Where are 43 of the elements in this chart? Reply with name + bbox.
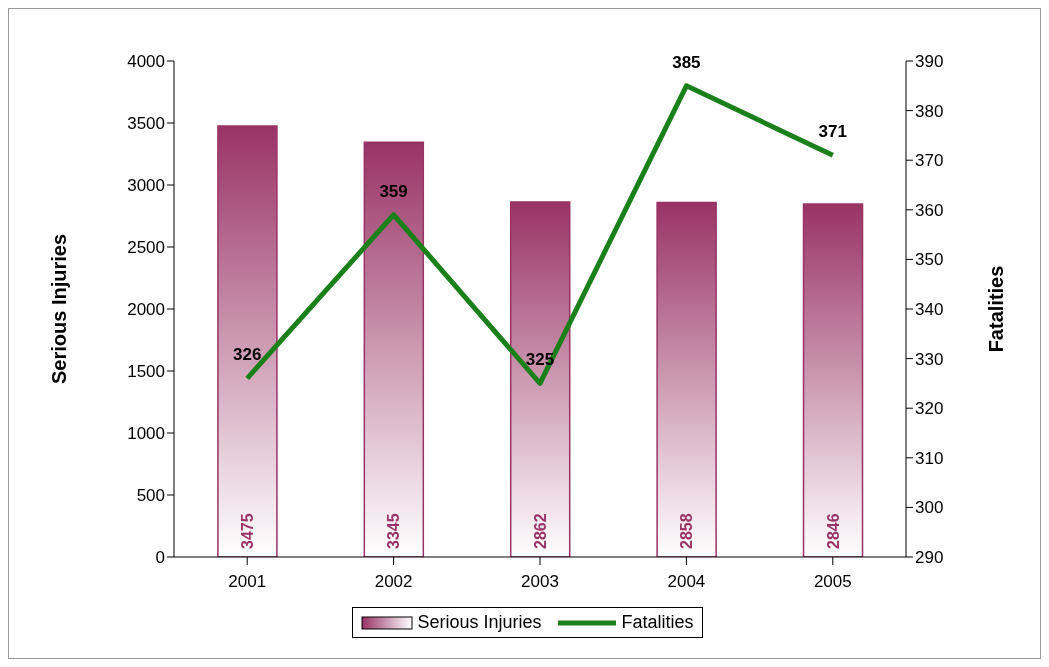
data-label: 2846 — [824, 513, 842, 549]
data-label: 3475 — [238, 513, 256, 549]
y2-tick-label: 350 — [915, 250, 944, 270]
y2-tick-label: 290 — [915, 548, 944, 568]
y2-tick-label: 390 — [915, 52, 944, 72]
y2-tick-label: 360 — [915, 200, 944, 220]
y-tick-label: 500 — [136, 486, 165, 506]
bar — [656, 201, 717, 557]
y-axis-title: Serious Injuries — [48, 233, 71, 385]
x-tick-label: 2002 — [374, 572, 413, 592]
y-tick-label: 1000 — [127, 424, 165, 444]
y-tick-label: 3000 — [127, 176, 165, 196]
data-label: 385 — [672, 52, 701, 72]
x-tick-label: 2001 — [228, 572, 267, 592]
y-tick-label: 2500 — [127, 238, 165, 258]
legend-label: Fatalities — [621, 612, 694, 633]
data-label: 371 — [818, 122, 847, 142]
bar — [363, 141, 425, 557]
y-tick-label: 2000 — [127, 300, 165, 320]
y-tick-label: 3500 — [127, 114, 165, 134]
bar — [217, 125, 278, 557]
y-tick-label: 4000 — [127, 52, 165, 72]
x-tick-label: 2004 — [667, 572, 706, 592]
data-label: 3345 — [385, 513, 403, 549]
y2-tick-label: 370 — [915, 151, 944, 171]
x-tick-label: 2003 — [521, 572, 559, 592]
y2-tick-label: 330 — [915, 349, 944, 369]
legend-label: Serious Injuries — [417, 612, 542, 633]
data-label: 2862 — [531, 513, 549, 549]
y-tick-label: 1500 — [127, 362, 165, 382]
data-label: 2858 — [678, 513, 696, 549]
bar — [509, 201, 571, 557]
x-tick-label: 2005 — [813, 572, 852, 592]
bar — [802, 203, 864, 557]
y-tick-label: 0 — [155, 548, 165, 568]
y2-tick-label: 310 — [915, 448, 944, 468]
y2-tick-label: 320 — [915, 399, 944, 419]
y2-tick-label: 340 — [915, 300, 944, 320]
y2-tick-label: 300 — [915, 498, 944, 518]
data-label: 359 — [379, 181, 408, 201]
y2-tick-label: 380 — [915, 101, 944, 121]
y2-axis-title: Fatalities — [985, 265, 1008, 353]
data-label: 326 — [233, 345, 262, 365]
